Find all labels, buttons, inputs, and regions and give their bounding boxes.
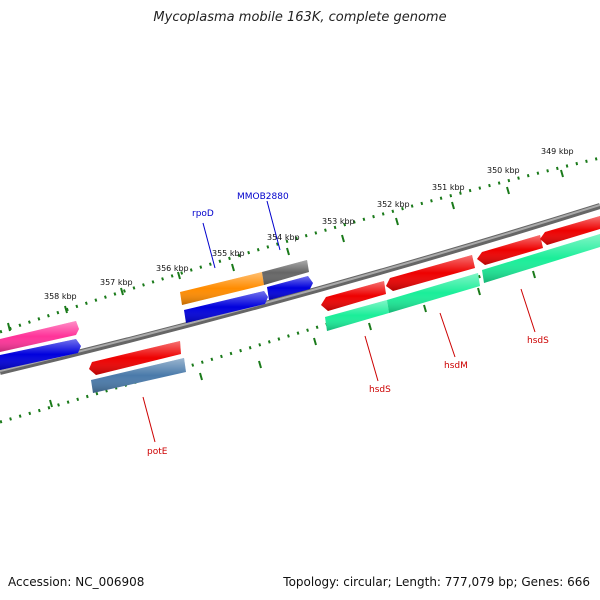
- scale-label-352: 352 kbp: [377, 200, 410, 209]
- blue-gene-left[interactable]: [0, 339, 81, 370]
- hsdM-leader: [439, 312, 456, 358]
- hsdM-gene-green[interactable]: [387, 273, 480, 313]
- gene-label-hsdS-2[interactable]: hsdS: [527, 336, 549, 346]
- potE-leader: [142, 396, 156, 443]
- genome-summary-text: Topology: circular; Length: 777,079 bp; …: [283, 575, 590, 589]
- leader-lines: [142, 200, 536, 443]
- scale-label-356: 356 kbp: [156, 264, 189, 273]
- gene-label-rpoD[interactable]: rpoD: [192, 209, 214, 219]
- rpoD-leader: [202, 222, 216, 269]
- rpoD-blue-gene[interactable]: [184, 291, 268, 323]
- hsdS2-gene-green[interactable]: [482, 234, 600, 283]
- scale-label-353: 353 kbp: [322, 217, 355, 226]
- accession-text: Accession: NC_006908: [8, 575, 145, 589]
- gene-label-hsdM[interactable]: hsdM: [444, 361, 468, 371]
- outer-major-ticks: [7, 169, 564, 332]
- map-title: Mycoplasma mobile 163K, complete genome: [153, 10, 447, 25]
- gene-labels: rpoD MMOB2880 potE hsdS hsdM hsdS: [147, 192, 549, 457]
- scale-label-357: 357 kbp: [100, 278, 133, 287]
- pink-gene[interactable]: [0, 321, 79, 352]
- MMOB2880-gene[interactable]: [262, 260, 309, 285]
- scale-label-349: 349 kbp: [541, 147, 574, 156]
- hsdS2-gene-red-b[interactable]: [540, 216, 600, 245]
- potE-gene-red[interactable]: [89, 341, 181, 375]
- scale-label-354: 354 kbp: [267, 233, 300, 242]
- scale-label-351: 351 kbp: [432, 183, 465, 192]
- genome-backbone-highlight: [0, 204, 600, 372]
- rpoD-gene[interactable]: [180, 272, 264, 305]
- hsdS-leader: [364, 335, 379, 382]
- hsdM-gene-red[interactable]: [386, 255, 475, 291]
- scale-label-355: 355 kbp: [212, 249, 245, 258]
- inner-major-ticks: [49, 270, 536, 408]
- gene-label-potE[interactable]: potE: [147, 447, 168, 457]
- MMOB2880-leader: [266, 200, 281, 251]
- MMOB2880-blue-gene[interactable]: [267, 276, 313, 300]
- scale-label-358: 358 kbp: [44, 292, 77, 301]
- hsdS2-leader: [520, 288, 536, 333]
- potE-gene-steelblue[interactable]: [91, 358, 186, 393]
- hsdS-gene-red[interactable]: [321, 281, 386, 311]
- scale-labels: 349 kbp 350 kbp 351 kbp 352 kbp 353 kbp …: [44, 147, 574, 301]
- gene-label-hsdS[interactable]: hsdS: [369, 385, 391, 395]
- gene-label-MMOB2880[interactable]: MMOB2880: [237, 192, 289, 202]
- hsdS-gene-green[interactable]: [325, 300, 389, 331]
- scale-label-350: 350 kbp: [487, 166, 520, 175]
- hsdS2-gene-red-a[interactable]: [477, 235, 543, 265]
